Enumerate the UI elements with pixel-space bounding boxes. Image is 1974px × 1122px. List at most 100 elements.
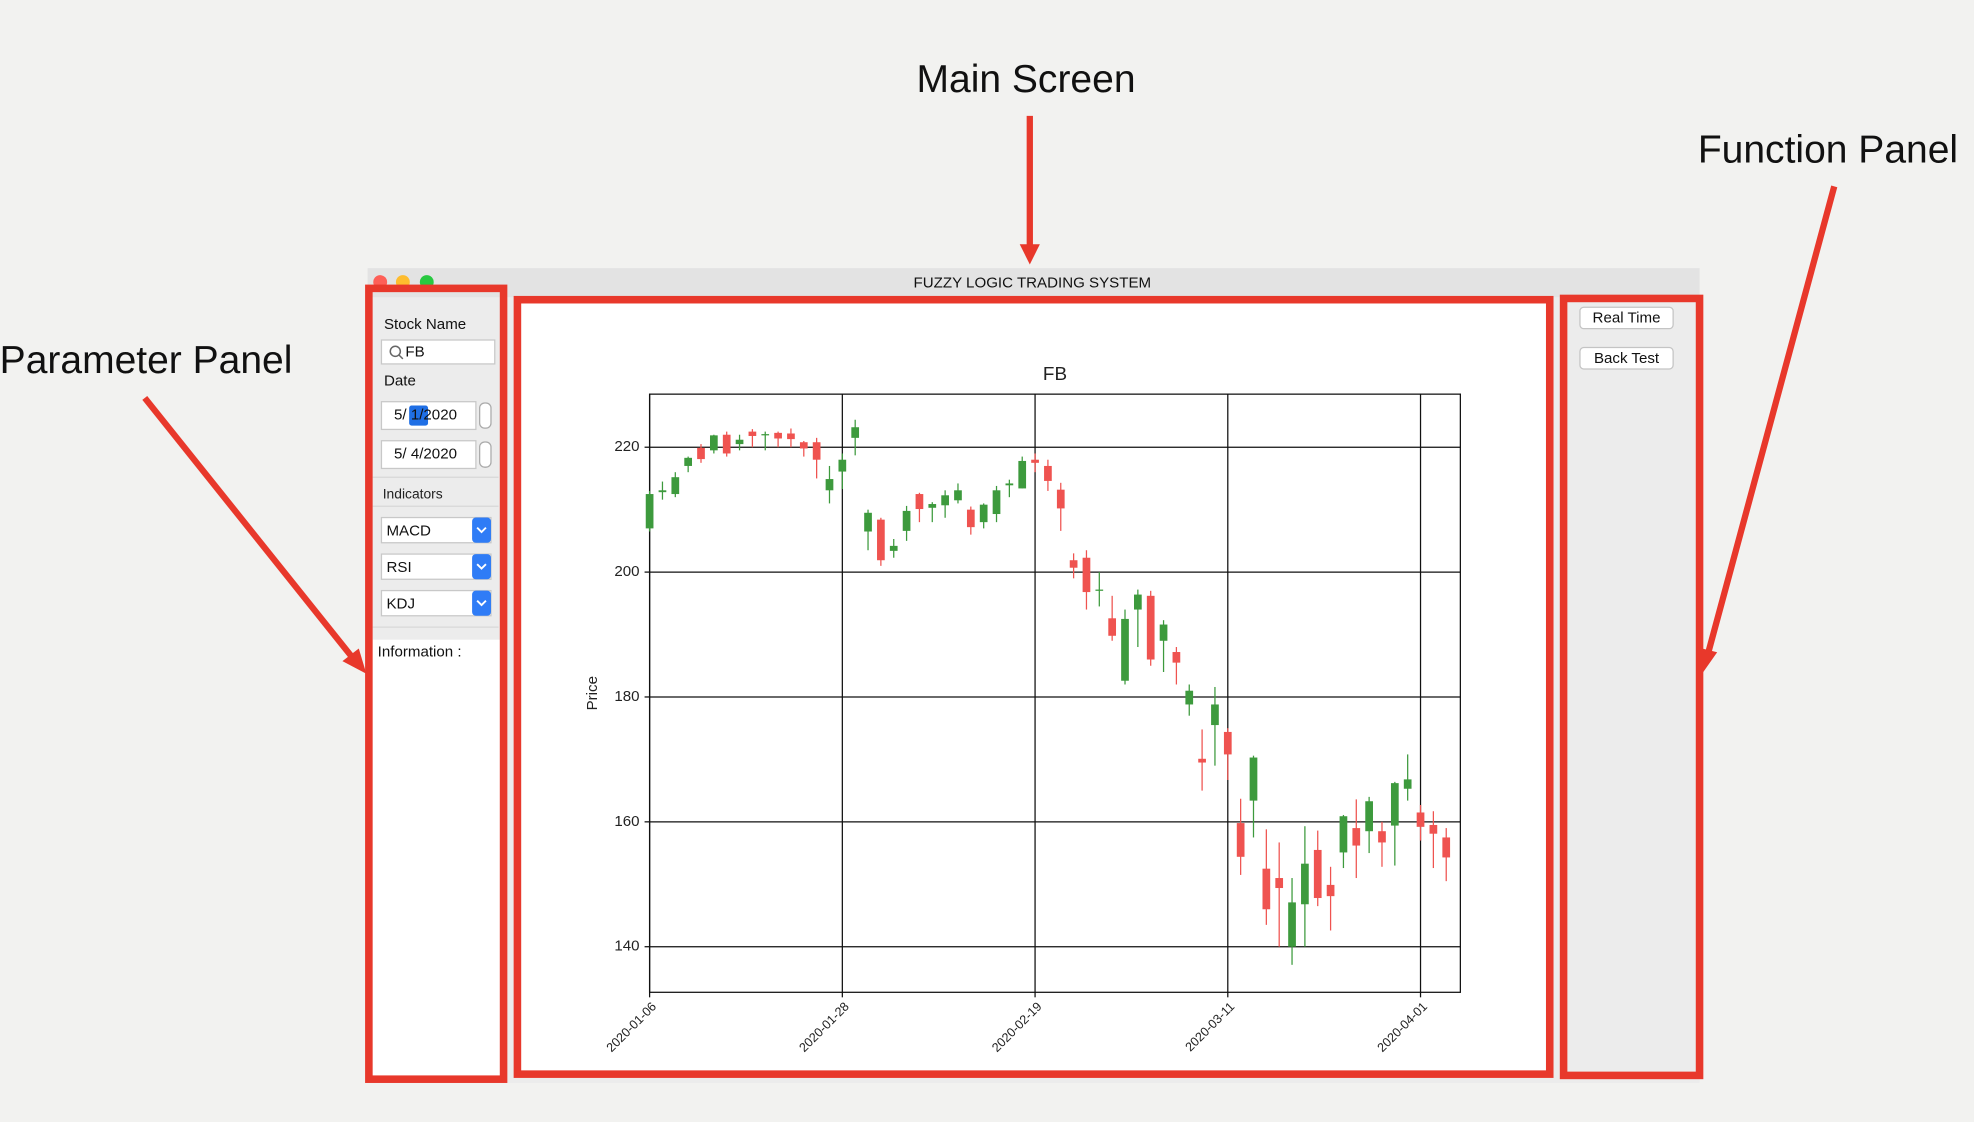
candle-body [697,447,705,460]
candle-body [735,439,744,445]
candle-body [902,510,911,531]
dropdown-arrow [472,554,491,580]
search-icon [389,345,402,358]
chart-title: FB [1043,364,1067,385]
y-tick-label: 220 [614,438,639,455]
candle-body [954,490,962,501]
candle-body [1275,878,1284,889]
highlight-box [1559,294,1704,1080]
candle-body [864,512,872,532]
information-area [372,639,504,1081]
candle-body [658,490,667,493]
candle-body [774,432,782,439]
candle-body [1198,758,1206,763]
date-value: 5/ 4/2020 [394,446,457,463]
candle-body [941,495,949,506]
date-value: 5/ 1/2020 [394,407,457,424]
y-tick-label: 160 [614,813,639,830]
candle-body [1352,828,1361,846]
label: Stock Name [384,316,466,333]
dropdown-arrow [472,590,491,616]
button[interactable] [1579,346,1674,370]
search-icon [398,354,404,360]
candle-body [1416,812,1425,827]
date-input[interactable] [380,401,477,431]
candle-body [1108,618,1117,636]
candle-body [1378,831,1386,843]
stepper[interactable] [479,402,492,429]
stepper[interactable] [479,441,492,468]
candle-body [966,509,975,528]
candle-body [1018,460,1027,489]
candle-body [1044,465,1052,481]
dropdown-value: MACD [386,522,431,539]
dropdown-arrow [472,517,491,543]
indicator-list: MACD RSI KDJ [380,516,492,617]
candle-body [992,490,1001,515]
candle-body [1365,801,1373,832]
highlight-box [365,284,508,1083]
candle-body [1082,557,1091,593]
candle-body [1031,459,1039,463]
candle-body [684,457,693,466]
arrow [1705,185,1838,654]
annotation: Function Panel [1698,129,1958,172]
candle-body [1005,483,1014,486]
highlight-box [513,295,1554,1078]
candle-body [1403,779,1412,789]
arrowhead [1697,647,1718,674]
candle-body [825,479,834,491]
candle-body [1134,594,1142,610]
candle-body [1262,868,1271,910]
plot-frame [648,393,1461,993]
candle-body [709,435,718,451]
candle-body [1442,837,1451,858]
candle-body [799,442,808,449]
candle-body [1390,783,1399,826]
chevron [476,563,487,570]
candle-body [1339,816,1348,853]
candle-body [1249,757,1258,801]
candle-body [1146,595,1155,660]
candle-body [671,477,680,495]
dropdown-value: RSI [386,559,411,576]
candle-body [1056,489,1065,509]
arrowhead [342,648,367,674]
candle-body [761,434,770,436]
candle-body [1236,823,1245,857]
annotation: Parameter Panel [0,339,292,382]
chevron [476,526,487,534]
candle-body [1172,652,1181,663]
annotation: Main Screen [917,58,1136,101]
candle-body [889,545,898,551]
candle-body [877,519,885,561]
search-input[interactable] [380,339,496,365]
window-title: FUZZY LOGIC TRADING SYSTEM [914,274,1152,291]
candle-body [1326,884,1335,897]
arrow [142,395,354,659]
arrowhead [1019,244,1040,265]
input-value: FB [405,344,424,361]
date-input[interactable] [380,440,477,470]
candle-body [1159,624,1168,641]
selection-highlight [409,405,429,426]
candle-body [1185,690,1194,705]
label: Indicators [383,486,443,502]
candle-body [1211,704,1219,726]
main-screen [516,297,1552,1078]
candle-body [1121,618,1129,681]
y-axis-label: Price [584,676,601,710]
candle-body [851,427,860,438]
button[interactable] [1579,306,1674,330]
dropdown-value: KDJ [386,595,415,612]
candle-body [1429,824,1438,834]
candle-body [722,434,731,454]
y-tick-label: 200 [614,563,639,580]
button-list: Real Time Back Test [1579,306,1674,370]
candle-body [748,431,757,436]
candle-body [1095,589,1104,591]
candle-body [928,504,937,508]
chevron [476,599,487,607]
title-bar [367,268,1700,298]
